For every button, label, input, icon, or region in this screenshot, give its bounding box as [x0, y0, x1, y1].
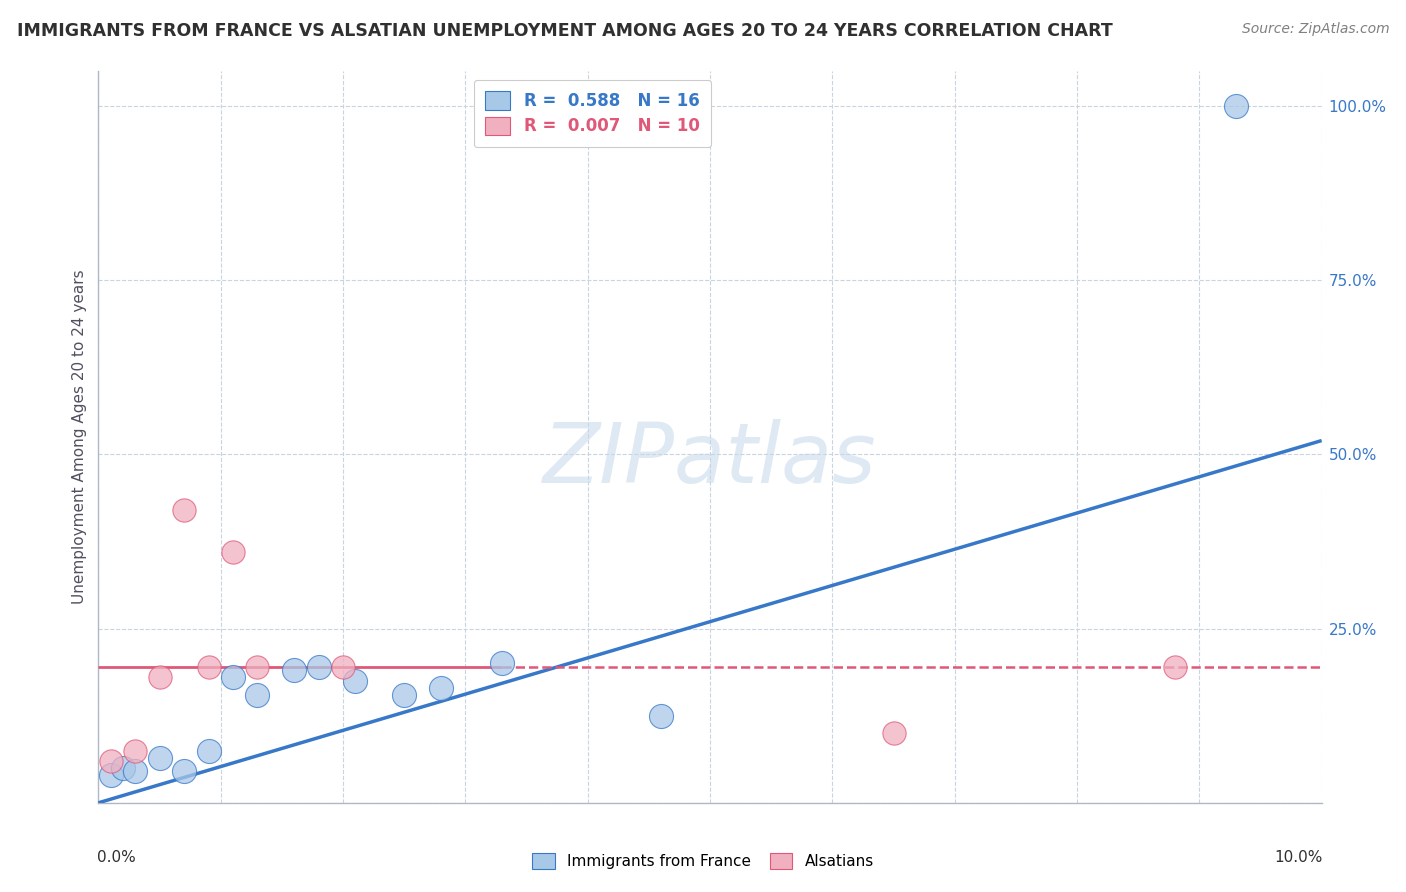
- Point: [222, 670, 245, 684]
- Point: [149, 750, 172, 764]
- Point: [491, 657, 513, 671]
- Point: [1225, 99, 1247, 113]
- Point: [124, 764, 146, 779]
- Point: [344, 673, 367, 688]
- Point: [173, 764, 195, 779]
- Point: [149, 670, 172, 684]
- Text: ZIPatlas: ZIPatlas: [543, 418, 877, 500]
- Text: Source: ZipAtlas.com: Source: ZipAtlas.com: [1241, 22, 1389, 37]
- Point: [197, 743, 219, 757]
- Legend: R =  0.588   N = 16, R =  0.007   N = 10: R = 0.588 N = 16, R = 0.007 N = 10: [474, 79, 711, 147]
- Text: IMMIGRANTS FROM FRANCE VS ALSATIAN UNEMPLOYMENT AMONG AGES 20 TO 24 YEARS CORREL: IMMIGRANTS FROM FRANCE VS ALSATIAN UNEMP…: [17, 22, 1112, 40]
- Point: [124, 743, 146, 757]
- Point: [650, 708, 672, 723]
- Point: [283, 664, 305, 678]
- Point: [883, 726, 905, 740]
- Point: [308, 660, 330, 674]
- Point: [332, 660, 354, 674]
- Point: [111, 761, 134, 775]
- Point: [430, 681, 453, 695]
- Point: [1164, 660, 1187, 674]
- Point: [100, 768, 122, 782]
- Legend: Immigrants from France, Alsatians: Immigrants from France, Alsatians: [526, 847, 880, 875]
- Y-axis label: Unemployment Among Ages 20 to 24 years: Unemployment Among Ages 20 to 24 years: [72, 269, 87, 605]
- Point: [173, 503, 195, 517]
- Text: 0.0%: 0.0%: [97, 850, 136, 865]
- Point: [222, 545, 245, 559]
- Point: [246, 660, 269, 674]
- Point: [100, 754, 122, 768]
- Text: 10.0%: 10.0%: [1274, 850, 1323, 865]
- Point: [392, 688, 416, 702]
- Point: [197, 660, 219, 674]
- Point: [246, 688, 269, 702]
